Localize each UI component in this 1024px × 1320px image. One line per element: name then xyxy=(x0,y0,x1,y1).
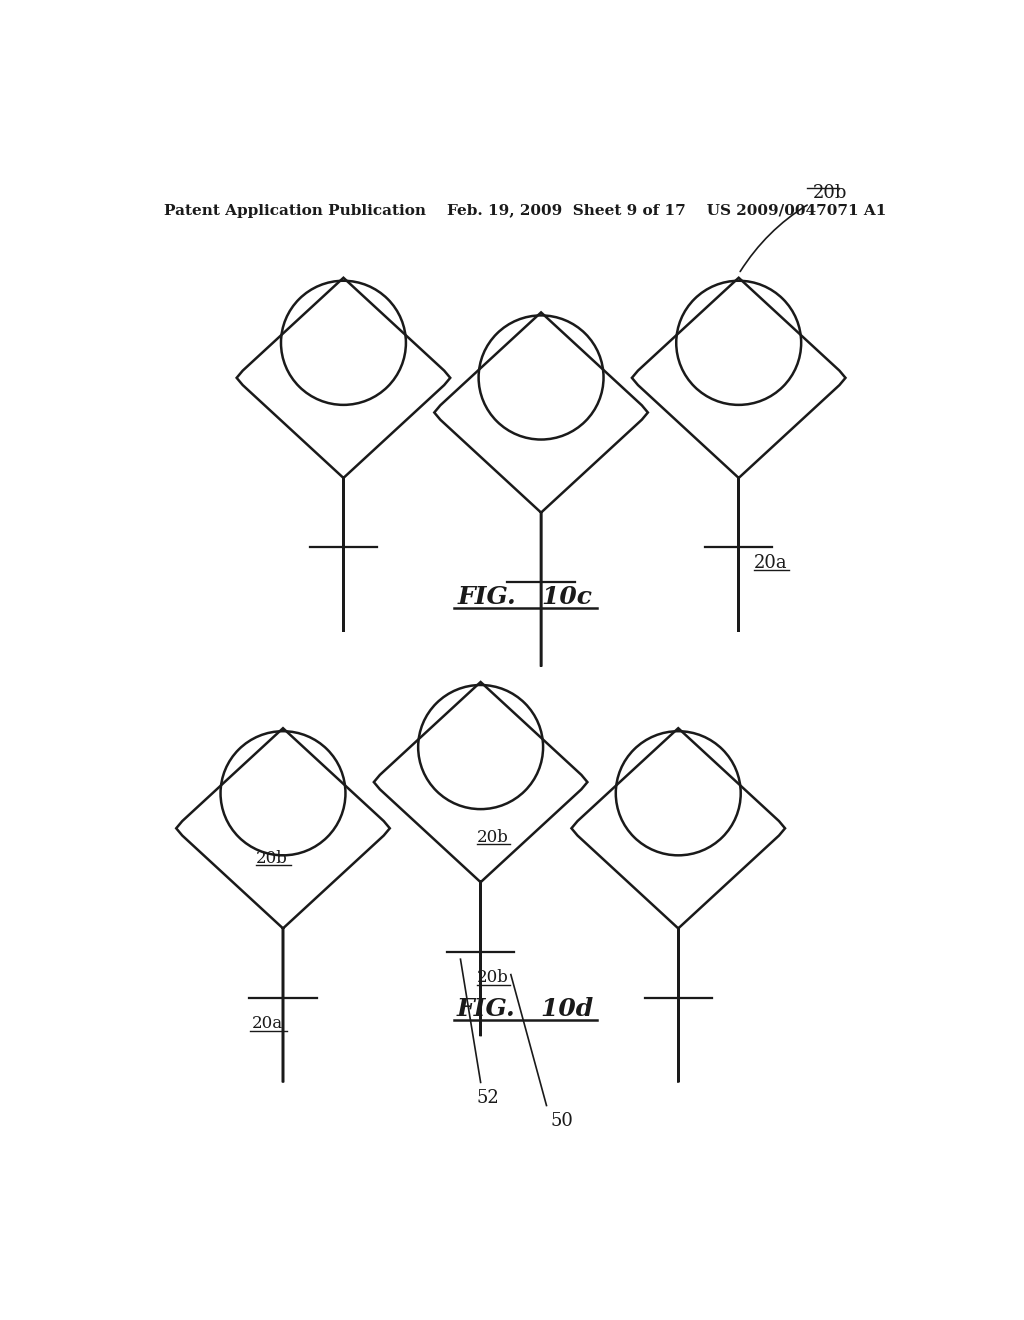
Text: 52: 52 xyxy=(477,1089,500,1106)
Text: Patent Application Publication    Feb. 19, 2009  Sheet 9 of 17    US 2009/004707: Patent Application Publication Feb. 19, … xyxy=(164,203,886,218)
Text: 20a: 20a xyxy=(252,1015,283,1032)
Text: FIG.   10c: FIG. 10c xyxy=(458,585,592,610)
Text: 50: 50 xyxy=(551,1111,573,1130)
Text: FIG.   10d: FIG. 10d xyxy=(456,997,594,1022)
Text: 20a: 20a xyxy=(755,553,787,572)
Text: 20b: 20b xyxy=(476,969,508,986)
Text: 20b: 20b xyxy=(740,183,847,272)
Text: 20b: 20b xyxy=(255,850,288,867)
Text: 20b: 20b xyxy=(476,829,508,846)
